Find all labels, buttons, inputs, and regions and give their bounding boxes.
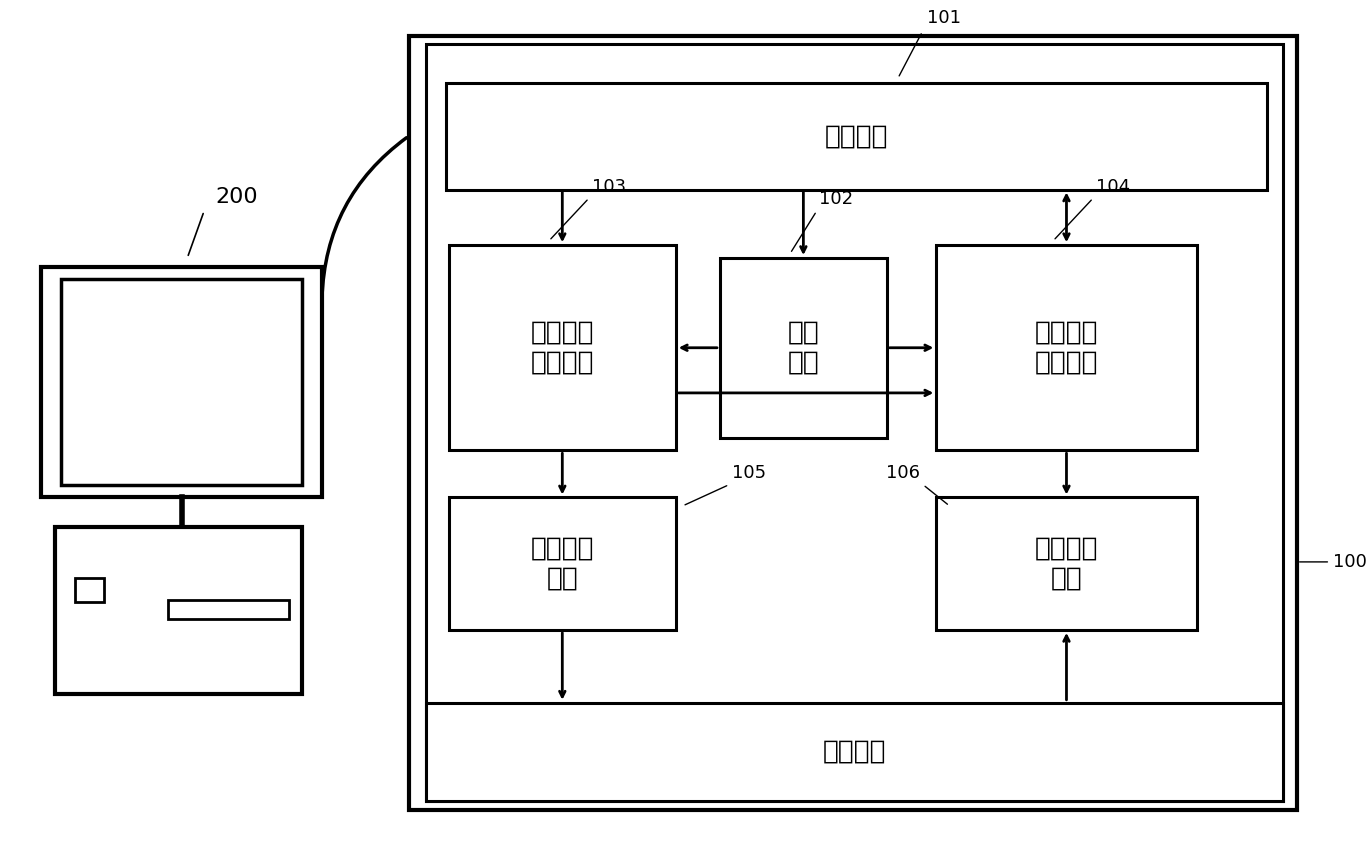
Text: 200: 200: [215, 187, 257, 207]
FancyBboxPatch shape: [41, 267, 322, 498]
FancyBboxPatch shape: [720, 258, 887, 438]
Text: 102: 102: [820, 190, 853, 208]
FancyBboxPatch shape: [449, 245, 676, 450]
Text: 多路误码
检测模块: 多路误码 检测模块: [1035, 320, 1098, 376]
FancyBboxPatch shape: [62, 280, 303, 485]
FancyArrowPatch shape: [322, 138, 407, 299]
FancyBboxPatch shape: [168, 601, 289, 619]
Text: 103: 103: [591, 178, 626, 196]
Text: 连接器转
换板: 连接器转 换板: [531, 535, 594, 592]
FancyBboxPatch shape: [446, 82, 1268, 190]
FancyBboxPatch shape: [409, 35, 1296, 810]
Text: 电缆组件: 电缆组件: [823, 739, 887, 764]
Text: 104: 104: [1095, 178, 1129, 196]
Text: 105: 105: [732, 464, 767, 482]
FancyBboxPatch shape: [426, 44, 1284, 801]
Text: 多路信号
产生模块: 多路信号 产生模块: [531, 320, 594, 376]
Text: 控制模块: 控制模块: [826, 123, 888, 149]
Text: 101: 101: [927, 9, 961, 27]
FancyBboxPatch shape: [449, 498, 676, 630]
Text: 100: 100: [1333, 553, 1366, 571]
FancyBboxPatch shape: [936, 498, 1197, 630]
Text: 时钟
模块: 时钟 模块: [787, 320, 819, 376]
FancyBboxPatch shape: [55, 528, 303, 694]
Text: 106: 106: [886, 464, 920, 482]
FancyBboxPatch shape: [936, 245, 1197, 450]
Text: 连接器转
换板: 连接器转 换板: [1035, 535, 1098, 592]
FancyBboxPatch shape: [75, 578, 104, 602]
FancyBboxPatch shape: [426, 703, 1284, 801]
